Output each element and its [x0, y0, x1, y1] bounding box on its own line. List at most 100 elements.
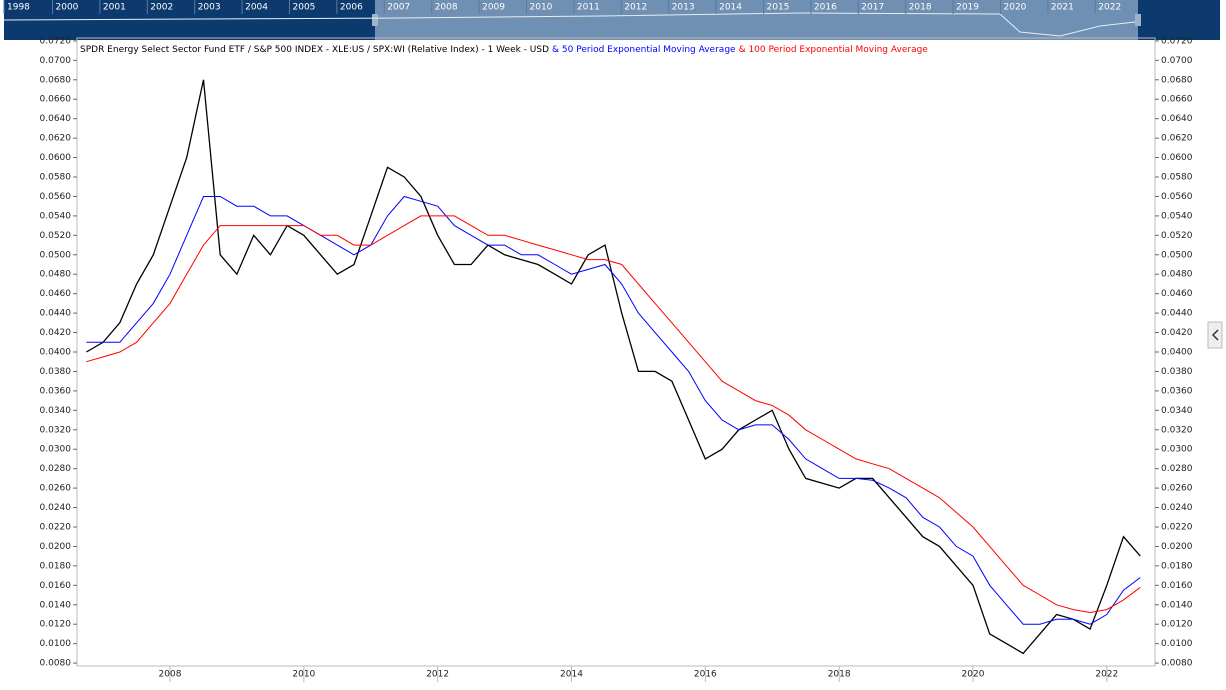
navigator-year: 2017: [861, 3, 884, 13]
navigator-year: 2013: [672, 3, 695, 13]
y2-tick-label: 0.0200: [1161, 542, 1193, 552]
y-tick-label: 0.0480: [40, 270, 72, 280]
legend-entry: & 50 Period Exponential Moving Average: [552, 45, 736, 55]
y2-tick-label: 0.0720: [1161, 36, 1193, 46]
y2-tick-label: 0.0120: [1161, 620, 1193, 630]
y-tick-label: 0.0580: [40, 173, 72, 183]
y2-tick-label: 0.0420: [1161, 328, 1193, 338]
y2-tick-label: 0.0540: [1161, 211, 1193, 221]
y-tick-label: 0.0400: [40, 348, 72, 358]
y-tick-label: 0.0260: [40, 484, 72, 494]
y2-tick-label: 0.0160: [1161, 581, 1193, 591]
y-tick-label: 0.0080: [40, 659, 72, 669]
y-tick-label: 0.0360: [40, 386, 72, 396]
navigator-year: 2003: [198, 3, 221, 13]
navigator-year: 2007: [387, 3, 410, 13]
y2-tick-label: 0.0100: [1161, 639, 1193, 649]
y2-tick-label: 0.0220: [1161, 522, 1193, 532]
y-tick-label: 0.0560: [40, 192, 72, 202]
navigator-selection[interactable]: [375, 0, 1138, 40]
y2-tick-label: 0.0340: [1161, 406, 1193, 416]
y-tick-label: 0.0680: [40, 75, 72, 85]
y2-tick-label: 0.0460: [1161, 289, 1193, 299]
y2-tick-label: 0.0380: [1161, 367, 1193, 377]
navigator-year: 2004: [245, 3, 268, 13]
y2-tick-label: 0.0680: [1161, 75, 1193, 85]
navigator-line: [3, 12, 1136, 37]
y-tick-label: 0.0640: [40, 114, 72, 124]
y2-tick-label: 0.0300: [1161, 445, 1193, 455]
y-tick-label: 0.0540: [40, 211, 72, 221]
navigator-year: 2021: [1051, 3, 1074, 13]
y2-tick-label: 0.0580: [1161, 173, 1193, 183]
y-tick-label: 0.0600: [40, 153, 72, 163]
y-tick-label: 0.0120: [40, 620, 72, 630]
x-tick-label: 2014: [560, 670, 583, 680]
y-tick-label: 0.0180: [40, 561, 72, 571]
y-tick-label: 0.0440: [40, 309, 72, 319]
y-tick-label: 0.0720: [40, 36, 72, 46]
y-tick-label: 0.0160: [40, 581, 72, 591]
navigator-handle[interactable]: [372, 14, 378, 26]
navigator-year: 2012: [624, 3, 647, 13]
navigator-year: 2015: [767, 3, 790, 13]
collapse-button-box[interactable]: [1207, 321, 1223, 349]
y-tick-label: 0.0700: [40, 56, 72, 66]
y2-tick-label: 0.0700: [1161, 56, 1193, 66]
y2-tick-label: 0.0440: [1161, 309, 1193, 319]
series-line: [86, 79, 1141, 655]
y2-tick-label: 0.0520: [1161, 231, 1193, 241]
series-line: [86, 195, 1141, 625]
series-line: [86, 215, 1141, 614]
y-tick-label: 0.0420: [40, 328, 72, 338]
y2-tick-label: 0.0180: [1161, 561, 1193, 571]
y2-tick-label: 0.0600: [1161, 153, 1193, 163]
y-tick-label: 0.0240: [40, 503, 72, 513]
x-tick-label: 2012: [426, 670, 449, 680]
chart-title: SPDR Energy Select Sector Fund ETF / S&P…: [80, 45, 928, 55]
y-tick-label: 0.0320: [40, 425, 72, 435]
navigator-year: 2018: [909, 3, 932, 13]
navigator[interactable]: 1998 2000 2001 2002 2003 2004 2005 2006 2007 2008…: [3, 0, 1220, 40]
y-tick-label: 0.0460: [40, 289, 72, 299]
x-tick-label: 2022: [1095, 670, 1118, 680]
y-tick-label: 0.0300: [40, 445, 72, 455]
y-tick-label: 0.0620: [40, 134, 72, 144]
y2-tick-label: 0.0140: [1161, 600, 1193, 610]
collapse-icon: [1211, 329, 1219, 341]
y2-tick-label: 0.0560: [1161, 192, 1193, 202]
navigator-handle[interactable]: [1135, 14, 1141, 26]
navigator-year: 2000: [56, 3, 79, 13]
x-tick-label: 2020: [962, 670, 985, 680]
y2-tick-label: 0.0080: [1161, 659, 1193, 669]
y-tick-label: 0.0660: [40, 95, 72, 105]
y2-tick-label: 0.0660: [1161, 95, 1193, 105]
y2-tick-label: 0.0360: [1161, 386, 1193, 396]
y-tick-label: 0.0520: [40, 231, 72, 241]
x-tick-label: 2008: [159, 670, 182, 680]
y-tick-label: 0.0100: [40, 639, 72, 649]
y2-tick-label: 0.0280: [1161, 464, 1193, 474]
navigator-year: 2009: [482, 3, 505, 13]
y-tick-label: 0.0280: [40, 464, 72, 474]
legend-entry: & 100 Period Exponential Moving Average: [739, 45, 929, 55]
collapse-button[interactable]: [1207, 321, 1223, 349]
y-tick-label: 0.0380: [40, 367, 72, 377]
navigator-year: 2006: [340, 3, 363, 13]
navigator-year: 2019: [956, 3, 979, 13]
y2-tick-label: 0.0240: [1161, 503, 1193, 513]
y-tick-label: 0.0340: [40, 406, 72, 416]
x-tick-label: 2016: [694, 670, 717, 680]
y2-tick-label: 0.0500: [1161, 250, 1193, 260]
navigator-year: 2014: [719, 3, 742, 13]
navigator-year: 2016: [814, 3, 837, 13]
navigator-year: 2005: [293, 3, 316, 13]
y2-tick-label: 0.0480: [1161, 270, 1193, 280]
navigator-year: 2010: [530, 3, 553, 13]
y-tick-label: 0.0140: [40, 600, 72, 610]
navigator-year: 2020: [1004, 3, 1027, 13]
y2-tick-label: 0.0260: [1161, 484, 1193, 494]
y2-tick-label: 0.0620: [1161, 134, 1193, 144]
x-tick-label: 2010: [292, 670, 315, 680]
legend-entry: SPDR Energy Select Sector Fund ETF / S&P…: [80, 45, 549, 55]
